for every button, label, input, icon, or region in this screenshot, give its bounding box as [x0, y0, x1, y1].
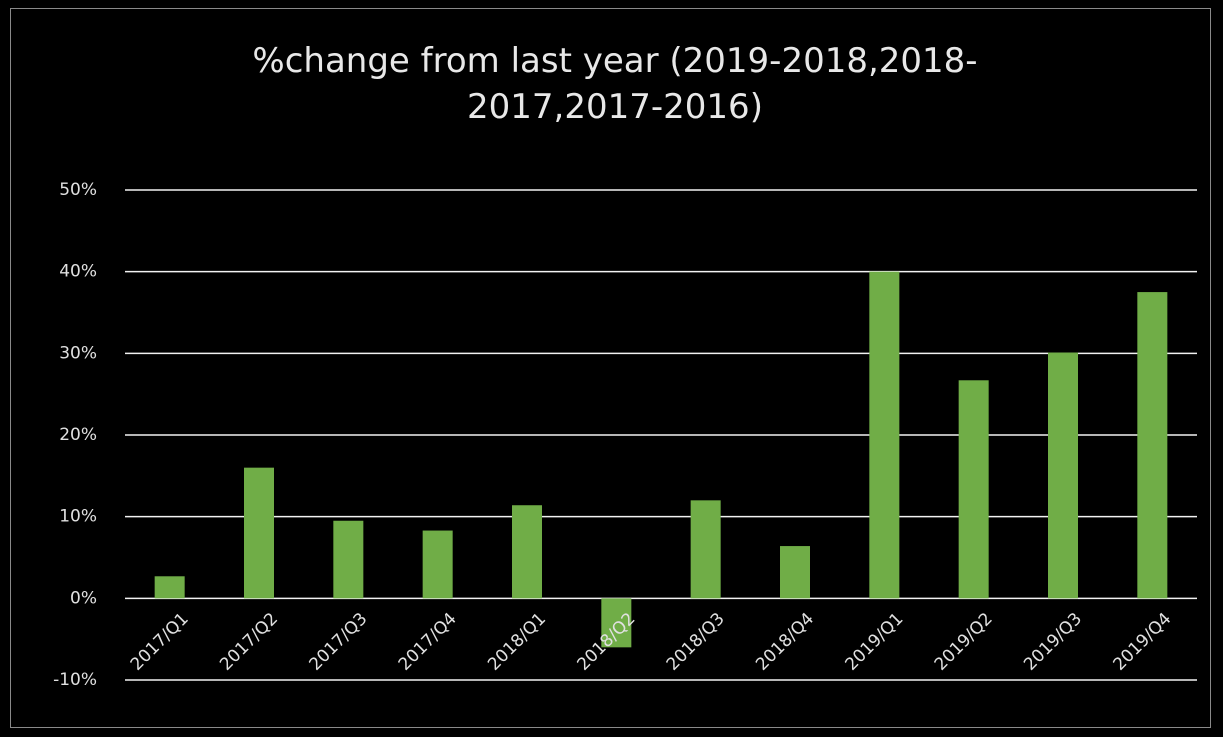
x-tick-label: 2017/Q3	[305, 609, 371, 675]
x-tick-label: 2019/Q1	[841, 609, 907, 675]
x-tick-label: 2018/Q3	[663, 609, 729, 675]
bar	[958, 380, 989, 599]
bar	[244, 467, 274, 599]
x-tick-label: 2019/Q3	[1020, 609, 1086, 675]
chart-title: %change from last year (2019-2018,2018-2…	[252, 41, 978, 127]
x-tick-label: 2017/Q1	[127, 609, 193, 675]
bar	[780, 546, 810, 599]
x-tick-label: 2019/Q2	[931, 609, 997, 675]
bar	[690, 500, 721, 599]
x-tick-label: 2018/Q4	[752, 609, 818, 675]
x-tick-label: 2019/Q4	[1109, 609, 1175, 675]
bar	[422, 530, 453, 599]
bar	[154, 576, 185, 599]
bar	[869, 271, 900, 599]
x-tick-label: 2017/Q4	[395, 609, 461, 675]
x-tick-label: 2018/Q1	[484, 609, 550, 675]
y-tick-label: 50%	[59, 180, 97, 200]
bar	[333, 520, 364, 599]
bar	[512, 505, 542, 599]
y-tick-label: 40%	[59, 262, 97, 282]
bar	[601, 598, 632, 648]
y-tick-label: 10%	[59, 507, 97, 527]
bar	[1137, 292, 1168, 599]
x-tick-label: 2017/Q2	[216, 609, 282, 675]
bar	[1048, 352, 1078, 599]
y-tick-label: 20%	[59, 425, 97, 445]
y-tick-label: 0%	[70, 588, 97, 608]
y-tick-label: -10%	[53, 670, 97, 690]
y-tick-label: 30%	[59, 343, 97, 363]
chart-frame	[10, 8, 1211, 728]
